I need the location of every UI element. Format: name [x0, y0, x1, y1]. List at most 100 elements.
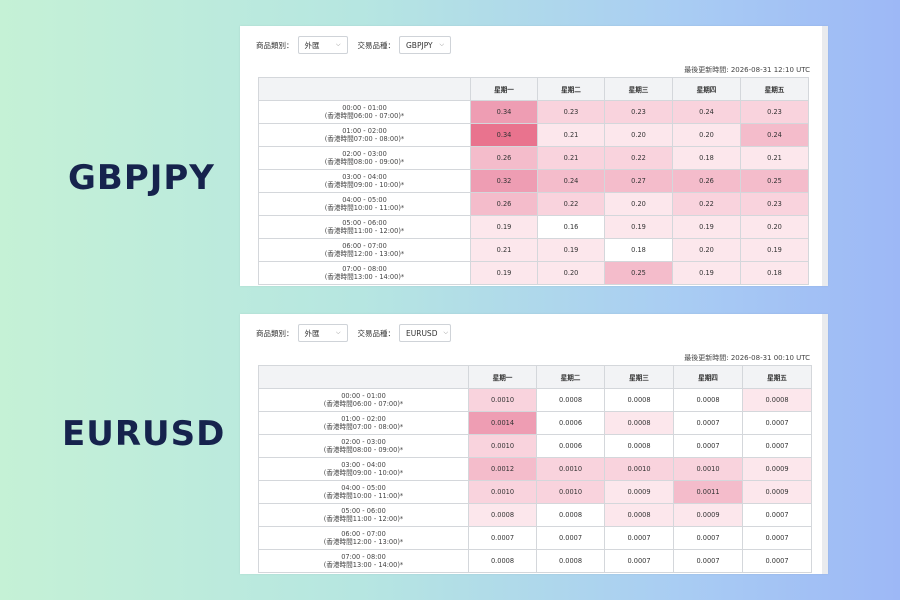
- category-select[interactable]: 外匯 ⌵: [297, 324, 348, 342]
- category-filter-label: 商品類別：: [256, 40, 294, 50]
- hk-time-range: (香港時間07:00 - 08:00)*: [324, 135, 405, 143]
- time-slot-cell: 05:00 - 06:00 (香港時間11:00 - 12:00)*: [258, 503, 469, 527]
- spread-value-cell: 0.0010: [468, 388, 537, 412]
- spread-value-cell: 0.0007: [536, 526, 605, 550]
- day-column-header: 星期三: [604, 365, 674, 389]
- spread-value-cell: 0.0007: [742, 549, 812, 573]
- table-row: 05:00 - 06:00 (香港時間11:00 - 12:00)* 0.0008 0…: [258, 503, 812, 527]
- hk-time-range: (香港時間11:00 - 12:00)*: [323, 515, 404, 523]
- spread-value-cell: 0.0007: [742, 526, 812, 550]
- hk-time-range: (香港時間13:00 - 14:00)*: [323, 561, 404, 569]
- time-column-header: [258, 77, 471, 101]
- day-column-header: 星期五: [740, 77, 809, 101]
- spread-value-cell: 0.0008: [536, 503, 605, 527]
- spread-value-cell: 0.21: [537, 123, 605, 147]
- time-slot-cell: 02:00 - 03:00 (香港時間08:00 - 09:00)*: [258, 434, 469, 458]
- last-updated-text: 最後更新時間: 2026-08-31 00:10 UTC: [684, 354, 810, 362]
- table-row: 06:00 - 07:00 (香港時間12:00 - 13:00)* 0.21 0.1…: [258, 238, 809, 262]
- spread-value-cell: 0.0010: [604, 457, 674, 481]
- spread-value-cell: 0.20: [672, 238, 741, 262]
- category-select[interactable]: 外匯 ⌵: [297, 36, 348, 54]
- time-slot-cell: 06:00 - 07:00 (香港時間12:00 - 13:00)*: [258, 238, 471, 262]
- time-slot-cell: 01:00 - 02:00 (香港時間07:00 - 08:00)*: [258, 411, 469, 435]
- spread-value-cell: 0.0010: [468, 434, 537, 458]
- time-column-header: [258, 365, 469, 389]
- spread-value-cell: 0.0007: [604, 549, 674, 573]
- utc-time-range: 04:00 - 05:00: [341, 484, 386, 492]
- utc-time-range: 06:00 - 07:00: [341, 530, 386, 538]
- table-row: 03:00 - 04:00 (香港時間09:00 - 10:00)* 0.0012 0…: [258, 457, 812, 481]
- spread-value-cell: 0.19: [604, 215, 673, 239]
- table-row: 04:00 - 05:00 (香港時間10:00 - 11:00)* 0.0010 0…: [258, 480, 812, 504]
- hk-time-range: (香港時間10:00 - 11:00)*: [323, 492, 404, 500]
- spread-value-cell: 0.25: [604, 261, 673, 285]
- spread-panel-eurusd: 商品類別： 外匯 ⌵ 交易品種： EURUSD ⌵ 最後更新時間: 2026-0…: [240, 314, 828, 574]
- hk-time-range: (香港時間12:00 - 13:00)*: [323, 538, 404, 546]
- utc-time-range: 01:00 - 02:00: [342, 127, 387, 135]
- spread-value-cell: 0.20: [740, 215, 809, 239]
- time-slot-cell: 03:00 - 04:00 (香港時間09:00 - 10:00)*: [258, 457, 469, 481]
- spread-value-cell: 0.0007: [604, 526, 674, 550]
- spread-value-cell: 0.0009: [742, 457, 812, 481]
- chevron-down-icon: ⌵: [443, 329, 449, 336]
- hk-time-range: (香港時間13:00 - 14:00)*: [324, 273, 405, 281]
- utc-time-range: 03:00 - 04:00: [342, 173, 387, 181]
- utc-time-range: 07:00 - 08:00: [341, 553, 386, 561]
- product-select[interactable]: EURUSD ⌵: [399, 324, 451, 342]
- hk-time-range: (香港時間12:00 - 13:00)*: [324, 250, 405, 258]
- scrollbar[interactable]: [822, 26, 828, 286]
- spread-value-cell: 0.0009: [604, 480, 674, 504]
- chevron-down-icon: ⌵: [439, 41, 444, 48]
- spread-value-cell: 0.0006: [536, 434, 605, 458]
- spread-value-cell: 0.0008: [604, 434, 674, 458]
- hk-time-range: (香港時間09:00 - 10:00)*: [324, 181, 405, 189]
- spread-value-cell: 0.27: [604, 169, 673, 193]
- spread-value-cell: 0.0010: [468, 480, 537, 504]
- spread-value-cell: 0.22: [672, 192, 741, 216]
- utc-time-range: 04:00 - 05:00: [342, 196, 387, 204]
- spread-value-cell: 0.0009: [742, 480, 812, 504]
- day-column-header: 星期一: [470, 77, 538, 101]
- spread-table: 星期一 星期二 星期三 星期四 星期五 00:00 - 01:00 (香港時間06:00 …: [258, 77, 809, 285]
- time-slot-cell: 00:00 - 01:00 (香港時間06:00 - 07:00)*: [258, 100, 471, 124]
- spread-value-cell: 0.0007: [673, 411, 743, 435]
- hk-time-range: (香港時間11:00 - 12:00)*: [324, 227, 405, 235]
- hk-time-range: (香港時間06:00 - 07:00)*: [324, 112, 405, 120]
- hk-time-range: (香港時間06:00 - 07:00)*: [323, 400, 404, 408]
- time-slot-cell: 07:00 - 08:00 (香港時間13:00 - 14:00)*: [258, 261, 471, 285]
- utc-time-range: 05:00 - 06:00: [342, 219, 387, 227]
- chevron-down-icon: ⌵: [335, 41, 341, 48]
- product-select-value: EURUSD: [406, 328, 438, 338]
- spread-value-cell: 0.26: [470, 192, 538, 216]
- utc-time-range: 07:00 - 08:00: [342, 265, 387, 273]
- spread-value-cell: 0.25: [740, 169, 809, 193]
- table-row: 07:00 - 08:00 (香港時間13:00 - 14:00)* 0.0008 0…: [258, 549, 812, 573]
- utc-time-range: 05:00 - 06:00: [341, 507, 386, 515]
- table-row: 01:00 - 02:00 (香港時間07:00 - 08:00)* 0.34 0.2…: [258, 123, 809, 147]
- scrollbar[interactable]: [822, 314, 828, 574]
- category-select-value: 外匯: [304, 328, 320, 338]
- spread-value-cell: 0.24: [740, 123, 809, 147]
- spread-value-cell: 0.0006: [536, 411, 605, 435]
- table-row: 07:00 - 08:00 (香港時間13:00 - 14:00)* 0.19 0.2…: [258, 261, 809, 285]
- spread-value-cell: 0.0007: [742, 434, 812, 458]
- spread-value-cell: 0.20: [672, 123, 741, 147]
- gbpjpy-heading: GBPJPY: [68, 158, 215, 198]
- day-column-header: 星期四: [673, 365, 743, 389]
- spread-value-cell: 0.23: [740, 100, 809, 124]
- spread-value-cell: 0.0012: [468, 457, 537, 481]
- product-filter-label: 交易品種：: [357, 328, 396, 338]
- time-slot-cell: 05:00 - 06:00 (香港時間11:00 - 12:00)*: [258, 215, 471, 239]
- table-row: 04:00 - 05:00 (香港時間10:00 - 11:00)* 0.26 0.2…: [258, 192, 809, 216]
- product-select[interactable]: GBPJPY ⌵: [399, 36, 451, 54]
- spread-value-cell: 0.0008: [468, 549, 537, 573]
- spread-value-cell: 0.0008: [604, 388, 674, 412]
- spread-value-cell: 0.19: [672, 261, 741, 285]
- time-slot-cell: 04:00 - 05:00 (香港時間10:00 - 11:00)*: [258, 480, 469, 504]
- day-column-header: 星期二: [537, 77, 605, 101]
- last-updated-text: 最後更新時間: 2026-08-31 12:10 UTC: [684, 66, 810, 74]
- chevron-down-icon: ⌵: [335, 329, 341, 336]
- spread-value-cell: 0.22: [604, 146, 673, 170]
- utc-time-range: 02:00 - 03:00: [341, 438, 386, 446]
- table-header-row: 星期一 星期二 星期三 星期四 星期五: [258, 77, 809, 101]
